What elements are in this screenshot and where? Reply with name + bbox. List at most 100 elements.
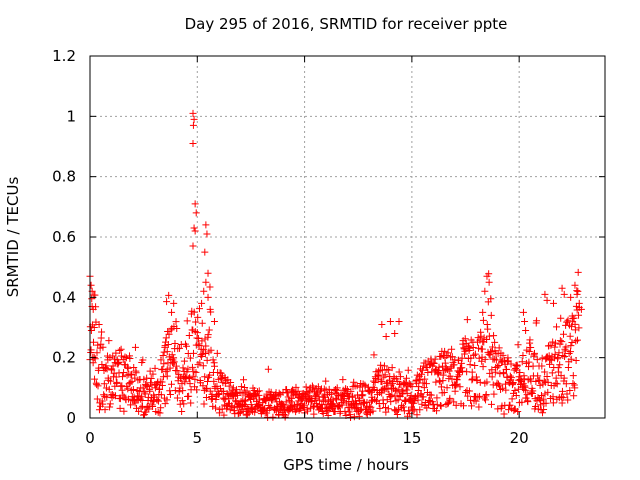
data-point — [227, 379, 235, 387]
data-point — [200, 400, 208, 408]
data-point — [563, 390, 571, 398]
data-point — [568, 338, 576, 346]
y-tick-label: 0.4 — [52, 288, 76, 306]
data-point — [178, 397, 186, 405]
data-point — [491, 347, 499, 355]
data-point — [446, 394, 454, 402]
data-point — [529, 387, 537, 395]
data-point — [519, 308, 527, 316]
data-point — [198, 319, 206, 327]
data-point — [208, 395, 216, 403]
data-point — [212, 404, 220, 412]
data-point — [461, 335, 469, 343]
data-point — [459, 402, 467, 410]
data-point — [166, 390, 174, 398]
data-point — [333, 384, 341, 392]
data-point — [553, 380, 561, 388]
data-point — [440, 388, 448, 396]
data-point — [537, 392, 545, 400]
data-point — [199, 362, 207, 370]
y-tick-label: 0.8 — [52, 168, 76, 186]
data-point — [210, 317, 218, 325]
data-point — [523, 391, 531, 399]
data-point — [384, 385, 392, 393]
data-point — [574, 336, 582, 344]
data-point — [112, 349, 120, 357]
data-point — [427, 391, 435, 399]
data-point — [550, 354, 558, 362]
data-point — [490, 332, 498, 340]
x-axis: 0 5 10 15 20 — [85, 56, 529, 447]
data-point — [194, 361, 202, 369]
data-point — [132, 369, 140, 377]
data-point — [156, 385, 164, 393]
data-point — [475, 403, 483, 411]
data-point — [310, 410, 318, 418]
data-point — [530, 349, 538, 357]
data-point — [190, 308, 198, 316]
data-point — [500, 410, 508, 418]
data-point — [157, 356, 165, 364]
data-point — [569, 380, 577, 388]
data-point — [495, 344, 503, 352]
data-point — [225, 395, 233, 403]
data-point — [338, 401, 346, 409]
data-point — [190, 115, 198, 123]
data-point — [487, 400, 495, 408]
data-point — [401, 378, 409, 386]
data-point — [201, 248, 209, 256]
data-point — [237, 383, 245, 391]
data-point — [180, 357, 188, 365]
data-point — [178, 407, 186, 415]
data-point — [555, 368, 563, 376]
data-point — [116, 404, 124, 412]
data-point — [259, 406, 267, 414]
data-point — [284, 389, 292, 397]
data-point — [120, 407, 128, 415]
data-point — [187, 399, 195, 407]
data-point — [89, 305, 97, 313]
data-point — [210, 362, 218, 370]
data-point — [163, 348, 171, 356]
data-point — [183, 317, 191, 325]
data-point — [160, 360, 168, 368]
data-point — [559, 394, 567, 402]
data-point — [347, 387, 355, 395]
data-point — [159, 373, 167, 381]
data-point — [284, 393, 292, 401]
data-point — [561, 352, 569, 360]
data-point — [171, 339, 179, 347]
data-point — [466, 361, 474, 369]
data-point — [93, 349, 101, 357]
data-point — [203, 230, 211, 238]
data-point — [514, 408, 522, 416]
data-point — [469, 344, 477, 352]
data-point — [93, 381, 101, 389]
data-point — [88, 295, 96, 303]
y-tick-label: 1.2 — [52, 47, 76, 65]
data-point — [476, 392, 484, 400]
data-point — [518, 398, 526, 406]
data-point — [574, 268, 582, 276]
data-point — [254, 388, 262, 396]
data-point — [458, 364, 466, 372]
data-point — [566, 387, 574, 395]
data-point — [154, 408, 162, 416]
data-point — [349, 392, 357, 400]
data-point — [206, 283, 214, 291]
data-point — [518, 358, 526, 366]
data-point — [192, 368, 200, 376]
data-point — [191, 200, 199, 208]
data-point — [433, 407, 441, 415]
data-point — [468, 402, 476, 410]
data-point — [173, 394, 181, 402]
data-point — [144, 382, 152, 390]
data-point — [130, 363, 138, 371]
data-point — [575, 324, 583, 332]
data-point — [163, 298, 171, 306]
data-point — [109, 352, 117, 360]
data-point — [119, 373, 127, 381]
x-tick-label: 10 — [295, 429, 314, 447]
data-point — [567, 348, 575, 356]
data-point — [275, 389, 283, 397]
